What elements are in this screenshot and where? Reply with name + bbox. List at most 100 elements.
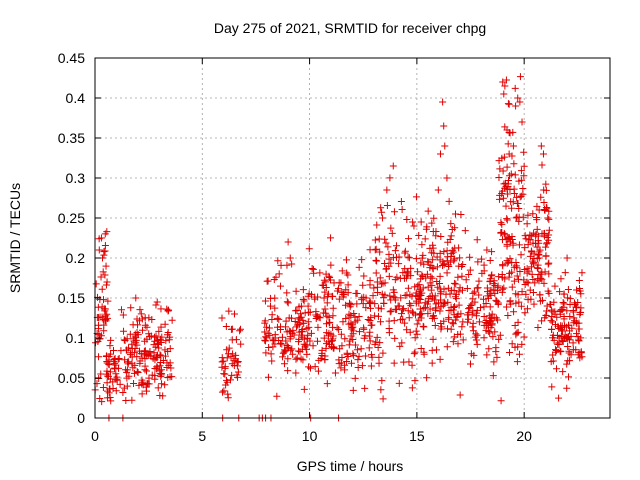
data-point (440, 285, 448, 293)
data-point (472, 312, 480, 320)
data-point (273, 314, 281, 322)
data-point (101, 305, 109, 313)
data-point (512, 102, 520, 110)
data-point (545, 215, 553, 223)
data-point (409, 218, 417, 226)
data-point (429, 256, 437, 264)
data-point (441, 142, 449, 150)
data-point (516, 268, 524, 276)
data-point (366, 337, 374, 345)
data-point (342, 301, 350, 309)
data-point (237, 325, 245, 333)
data-point (152, 301, 160, 309)
data-point (234, 373, 242, 381)
data-point (166, 345, 174, 353)
data-point (450, 257, 458, 265)
data-point (542, 243, 550, 251)
data-point (372, 256, 380, 264)
data-point (508, 283, 516, 291)
data-point (430, 314, 438, 322)
data-point (535, 239, 543, 247)
data-point (287, 346, 295, 354)
data-point (549, 318, 557, 326)
data-point (261, 317, 269, 325)
data-point (97, 234, 105, 242)
data-point (439, 98, 447, 106)
data-point (530, 300, 538, 308)
data-point (504, 100, 512, 108)
data-point (149, 354, 157, 362)
data-point (378, 280, 386, 288)
data-point (120, 327, 128, 335)
data-point (524, 279, 532, 287)
data-point (513, 358, 521, 366)
data-point (95, 335, 103, 343)
data-point (408, 308, 416, 316)
data-point (520, 162, 528, 170)
y-tick-label: 0.4 (66, 90, 86, 106)
data-point (421, 235, 429, 243)
data-point (486, 329, 494, 337)
data-point (536, 291, 544, 299)
data-point (489, 333, 497, 341)
data-point (575, 337, 583, 345)
data-point (521, 232, 529, 240)
data-point (466, 304, 474, 312)
data-point (557, 275, 565, 283)
data-point (355, 352, 363, 360)
data-point (511, 343, 519, 351)
data-point (374, 343, 382, 351)
data-point (348, 324, 356, 332)
data-point (273, 392, 281, 400)
data-point (545, 259, 553, 267)
data-point (92, 339, 100, 347)
data-point (490, 358, 498, 366)
data-point (103, 358, 111, 366)
data-point (464, 315, 472, 323)
data-point (313, 337, 321, 345)
data-point (164, 374, 172, 382)
data-point (449, 320, 457, 328)
data-point (458, 272, 466, 280)
data-point (564, 286, 572, 294)
data-point (511, 171, 519, 179)
data-point (577, 334, 585, 342)
data-point (462, 276, 470, 284)
data-point (293, 354, 301, 362)
data-point (151, 365, 159, 373)
data-point (515, 217, 523, 225)
data-point (408, 361, 416, 369)
data-point (345, 341, 353, 349)
data-point (265, 343, 273, 351)
data-point (362, 352, 370, 360)
data-point (417, 275, 425, 283)
data-point (166, 359, 174, 367)
data-point (452, 316, 460, 324)
data-point (391, 334, 399, 342)
data-point (277, 323, 285, 331)
data-point (466, 253, 474, 261)
data-point (516, 73, 524, 81)
data-point (444, 284, 452, 292)
data-point (527, 247, 535, 255)
data-point (443, 269, 451, 277)
data-point (355, 263, 363, 271)
data-point (412, 299, 420, 307)
data-point (140, 347, 148, 355)
data-point (515, 298, 523, 306)
data-point (522, 235, 530, 243)
data-point (524, 241, 532, 249)
data-point (358, 256, 366, 264)
data-point (518, 340, 526, 348)
data-point (556, 288, 564, 296)
data-point (488, 271, 496, 279)
data-point (320, 334, 328, 342)
data-point (559, 368, 567, 376)
data-point (436, 249, 444, 257)
data-point (463, 285, 471, 293)
data-point (565, 347, 573, 355)
data-point (398, 339, 406, 347)
data-point (218, 314, 226, 322)
data-point (371, 300, 379, 308)
data-point (523, 278, 531, 286)
